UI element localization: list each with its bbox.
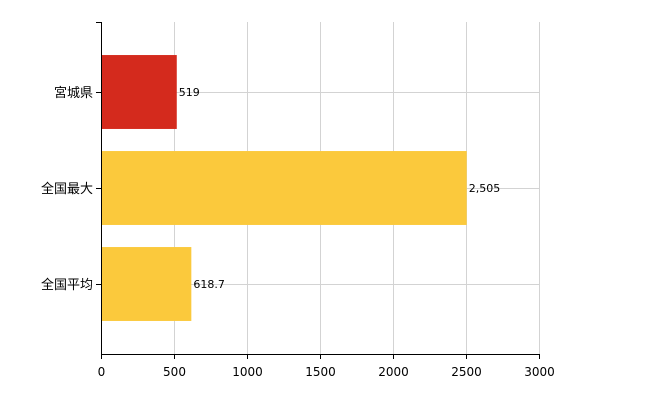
data-label: 2,505: [469, 182, 501, 195]
bar-3: [101, 247, 192, 321]
bar-2: [101, 151, 467, 225]
x-tick-label: 1000: [232, 365, 263, 379]
x-tick-label: 0: [98, 365, 106, 379]
category-label: 全国最大: [41, 181, 93, 197]
bar-1: [101, 55, 177, 129]
data-label: 519: [179, 86, 200, 99]
x-tick-label: 2500: [451, 365, 482, 379]
data-label: 618.7: [193, 278, 225, 291]
axes-group: [96, 22, 540, 359]
x-tick-label: 3000: [524, 365, 555, 379]
category-label: 宮城県: [54, 85, 93, 101]
x-tick-label: 500: [163, 365, 186, 379]
x-tick-label: 2000: [378, 365, 409, 379]
labels-group: 0 500 1000 1500 2000 2500 3000 519 宮城県 2,505 全国最大 6…: [41, 85, 555, 379]
x-tick-label: 1500: [305, 365, 336, 379]
category-label: 全国平均: [41, 277, 93, 293]
bars-group: [101, 55, 467, 321]
